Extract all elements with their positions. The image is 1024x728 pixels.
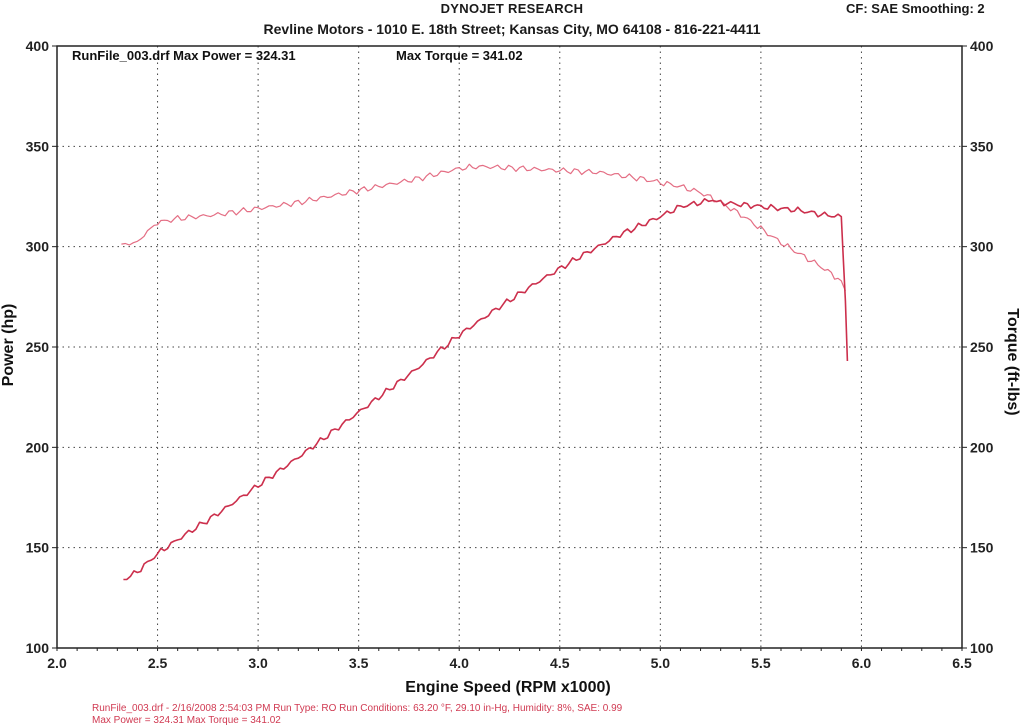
y-axis-left-title: Power (hp) xyxy=(0,304,17,387)
max-torque-label: Max Torque = 341.02 xyxy=(396,48,523,63)
x-axis-title: Engine Speed (RPM x1000) xyxy=(405,679,610,696)
y-axis-right-title: Torque (ft-lbs) xyxy=(1004,308,1021,415)
y-left-tick-label: 200 xyxy=(26,439,50,455)
x-tick-label: 5.5 xyxy=(751,655,771,671)
y-left-tick-label: 150 xyxy=(26,540,50,556)
x-tick-label: 2.5 xyxy=(148,655,168,671)
torque-curve xyxy=(121,163,846,292)
x-tick-label: 5.0 xyxy=(651,655,671,671)
y-right-tick-label: 350 xyxy=(970,138,994,154)
y-left-tick-label: 400 xyxy=(26,38,50,54)
grid-lines xyxy=(57,46,962,648)
power-curve xyxy=(123,198,849,581)
run-max-power-label: RunFile_003.drf Max Power = 324.31 xyxy=(72,48,296,63)
y-right-tick-label: 250 xyxy=(970,339,994,355)
x-tick-label: 4.5 xyxy=(550,655,570,671)
chart-title: DYNOJET RESEARCH xyxy=(440,1,584,16)
y-right-tick-label: 400 xyxy=(970,38,994,54)
x-tick-label: 3.0 xyxy=(248,655,268,671)
y-left-tick-label: 350 xyxy=(26,138,50,154)
y-right-tick-label: 100 xyxy=(970,640,994,656)
x-tick-label: 6.0 xyxy=(852,655,872,671)
x-tick-label: 4.0 xyxy=(449,655,469,671)
run-conditions-footer: RunFile_003.drf - 2/16/2008 2:54:03 PM R… xyxy=(92,703,623,714)
x-tick-label: 2.0 xyxy=(47,655,67,671)
y-right-tick-label: 200 xyxy=(970,439,994,455)
x-tick-label: 3.5 xyxy=(349,655,369,671)
y-right-tick-label: 300 xyxy=(970,239,994,255)
x-tick-label: 6.5 xyxy=(952,655,972,671)
y-left-tick-label: 100 xyxy=(26,640,50,656)
correction-factor-info: CF: SAE Smoothing: 2 xyxy=(846,1,985,16)
axis-ticks: 2.0 2.5 3.0 3.5 4.0 4.5 5.0 5.5 6.0 6.5 400 400 350 3… xyxy=(26,38,994,671)
y-left-tick-label: 300 xyxy=(26,239,50,255)
y-right-tick-label: 150 xyxy=(970,540,994,556)
y-left-tick-label: 250 xyxy=(26,339,50,355)
shop-address: Revline Motors - 1010 E. 18th Street; Ka… xyxy=(263,21,761,37)
max-values-footer: Max Power = 324.31 Max Torque = 341.02 xyxy=(92,715,281,726)
series-group xyxy=(121,163,849,581)
plot-frame xyxy=(56,45,963,649)
